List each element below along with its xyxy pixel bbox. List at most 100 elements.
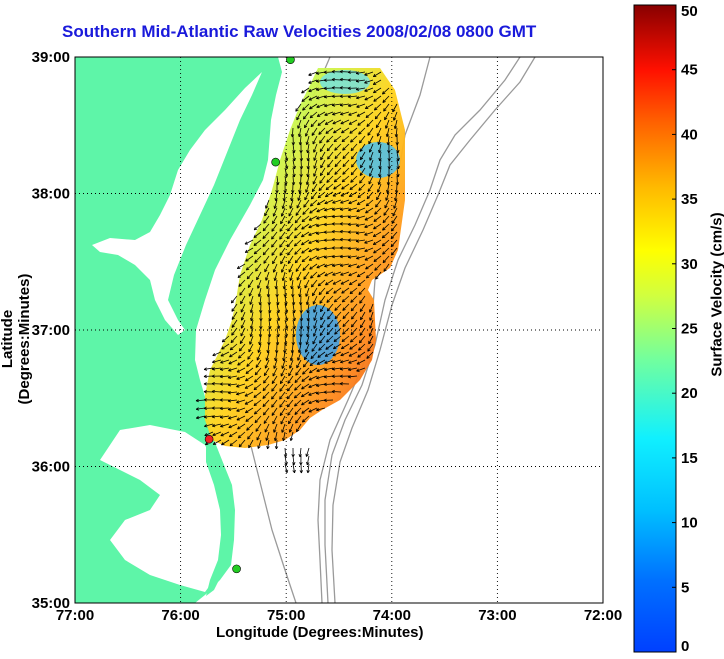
velocity-arrow: [284, 159, 289, 169]
velocity-arrow: [368, 167, 374, 177]
velocity-arrow: [292, 167, 296, 178]
velocity-arrow: [301, 87, 310, 94]
velocity-arrow: [317, 271, 326, 278]
velocity-arrow: [342, 167, 350, 175]
velocity-arrow: [348, 199, 358, 205]
velocity-arrow: [318, 343, 326, 351]
velocity-arrow: [381, 231, 390, 239]
y-tick-label: 36:00: [32, 459, 70, 476]
velocity-arrow: [319, 175, 326, 184]
velocity-arrow: [267, 327, 272, 338]
velocity-arrow: [318, 287, 326, 296]
velocity-arrow: [227, 390, 238, 395]
velocity-arrow: [358, 183, 366, 191]
velocity-arrow: [358, 335, 366, 344]
velocity-arrow: [249, 327, 254, 337]
velocity-arrow: [262, 247, 270, 256]
velocity-arrow: [279, 375, 286, 385]
velocity-arrow: [257, 279, 262, 289]
velocity-arrow: [368, 335, 374, 345]
velocity-arrow: [237, 271, 246, 278]
velocity-arrow: [287, 375, 294, 384]
velocity-arrow: [245, 367, 254, 375]
velocity-arrow: [350, 303, 358, 312]
velocity-arrow: [231, 303, 238, 312]
colorbar-tick-labels: 0 5 10 15 20 25 30 35 40 45 50: [672, 3, 698, 655]
velocity-arrow: [323, 238, 334, 242]
velocity-arrow: [203, 367, 214, 371]
colorbar-tick-label: 45: [681, 62, 698, 79]
velocity-arrow: [348, 279, 358, 286]
velocity-arrow: [273, 271, 278, 281]
velocity-arrow: [262, 239, 270, 247]
velocity-arrow: [340, 271, 350, 276]
velocity-arrow: [293, 391, 302, 399]
velocity-arrow: [296, 111, 302, 121]
velocity-arrow: [317, 279, 326, 287]
colorbar-tick-label: 10: [681, 515, 698, 532]
velocity-arrow: [265, 271, 270, 281]
velocity-arrow: [308, 375, 318, 381]
velocity-arrow: [292, 159, 296, 170]
velocity-arrow: [381, 239, 390, 247]
velocity-arrow: [331, 70, 342, 74]
velocity-arrow: [396, 143, 400, 154]
velocity-arrow: [227, 383, 238, 387]
velocity-arrow: [276, 175, 280, 186]
velocity-arrow: [262, 399, 270, 408]
velocity-arrow: [303, 111, 310, 120]
velocity-arrow: [219, 374, 230, 379]
colorbar: [633, 4, 677, 653]
colorbar-tick-label: 0: [681, 638, 689, 655]
velocity-arrow: [295, 103, 302, 112]
velocity-arrow: [211, 374, 222, 378]
velocity-arrow: [298, 447, 302, 458]
velocity-arrow: [297, 127, 302, 138]
velocity-arrow: [280, 207, 286, 217]
velocity-arrow: [220, 359, 230, 364]
velocity-arrow: [324, 271, 334, 277]
velocity-arrow: [230, 295, 238, 304]
colorbar-tick-label: 25: [681, 321, 698, 338]
velocity-arrow: [340, 199, 350, 204]
velocity-arrow: [284, 311, 289, 321]
velocity-arrow: [304, 343, 310, 353]
velocity-arrow: [332, 359, 342, 364]
station-marker: [204, 434, 214, 444]
velocity-arrow: [284, 303, 289, 314]
colorbar-tick-label: 15: [681, 450, 698, 467]
velocity-arrow: [227, 407, 238, 411]
velocity-arrow: [305, 295, 310, 306]
velocity-arrow: [356, 215, 366, 220]
velocity-arrow: [348, 271, 358, 277]
velocity-arrow: [369, 303, 374, 313]
velocity-arrow: [332, 111, 342, 116]
velocity-arrow: [289, 359, 294, 369]
velocity-arrow: [219, 398, 230, 402]
velocity-arrow: [287, 407, 294, 416]
velocity-arrow: [339, 222, 350, 226]
velocity-arrow: [326, 303, 334, 312]
x-tick-label: 77:00: [56, 607, 94, 624]
velocity-arrow: [294, 247, 302, 255]
velocity-arrow: [351, 159, 358, 168]
plot-frame: [74, 56, 604, 604]
velocity-arrow: [253, 399, 262, 407]
velocity-arrow: [347, 255, 358, 259]
velocity-arrow: [288, 415, 294, 425]
velocity-arrow: [350, 143, 358, 152]
velocity-arrow: [266, 439, 270, 450]
velocity-arrow: [359, 303, 366, 312]
velocity-arrow: [280, 215, 286, 225]
velocity-arrow: [255, 263, 262, 272]
velocity-arrow: [359, 327, 366, 336]
velocity-arrow: [219, 415, 230, 419]
velocity-arrow: [393, 119, 398, 130]
velocity-arrow: [342, 159, 350, 168]
velocity-arrow: [253, 383, 262, 391]
velocity-arrow: [211, 415, 222, 419]
velocity-arrow: [249, 295, 254, 305]
velocity-arrow: [331, 382, 342, 386]
velocity-arrow: [288, 367, 294, 377]
velocity-arrow: [264, 359, 270, 369]
